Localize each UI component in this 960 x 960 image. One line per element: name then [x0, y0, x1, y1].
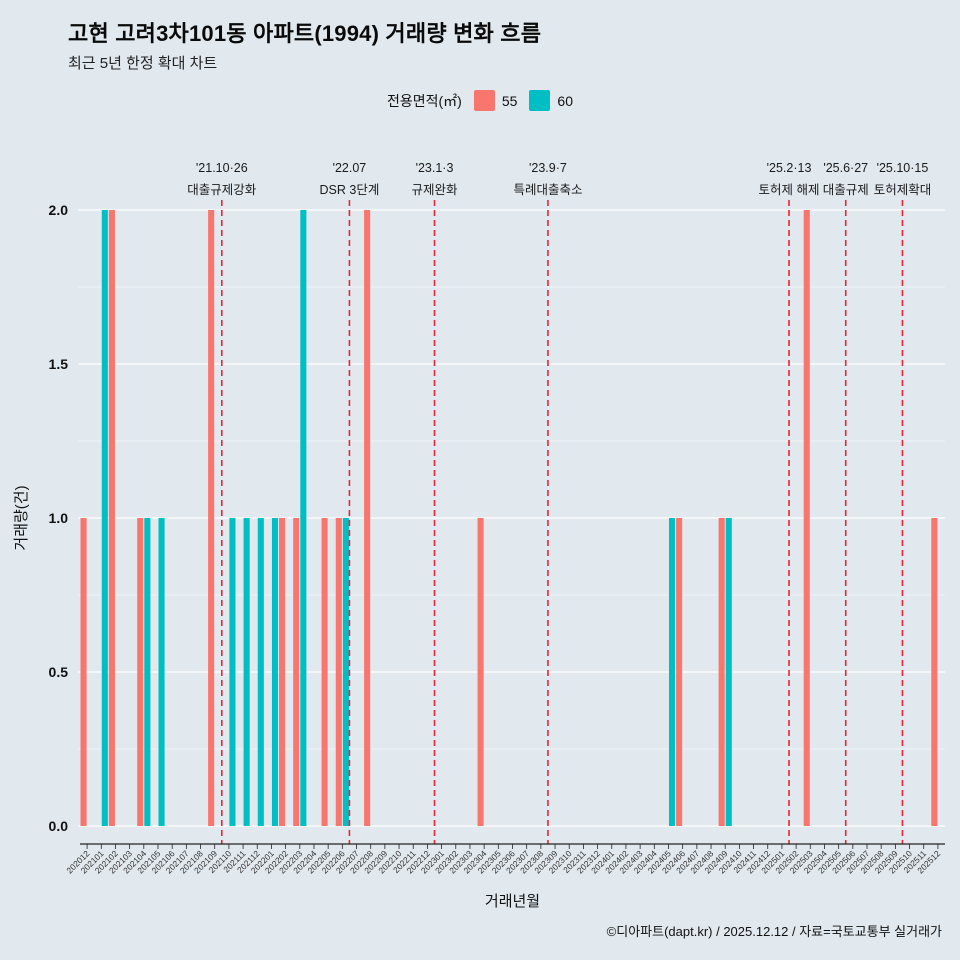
event-label: 토허제확대: [874, 183, 932, 197]
event-date: '23.1·3: [416, 161, 454, 175]
bar-55-202512: [931, 518, 938, 826]
event-date: '23.9·7: [529, 161, 567, 175]
bar-55-202203: [293, 518, 300, 826]
bar-55-202409: [718, 518, 725, 826]
bar-60-202201: [271, 518, 279, 826]
bar-55-202208: [364, 210, 371, 826]
legend-label-55: 55: [501, 92, 518, 109]
legend-swatch-60: [529, 90, 551, 111]
y-tick-label: 1.0: [49, 510, 69, 526]
legend-swatch-55: [473, 90, 495, 111]
legend-item-55: 55: [473, 90, 518, 111]
bar-55-202202: [279, 518, 286, 826]
bar-60-202101: [101, 210, 108, 826]
y-tick-label: 1.5: [49, 356, 69, 372]
bar-chart: 0.0 0.5 1.0 1.5 2.0 '21.10·26 대출규제강화 '22.07 DSR …: [13, 161, 945, 910]
event-label: 대출규제: [823, 183, 869, 197]
event-date: '25.10·15: [877, 161, 929, 175]
chart-subtitle: 최근 5년 한정 확대 차트: [68, 55, 218, 72]
x-axis-title: 거래년월: [485, 893, 540, 910]
bar-60-202409: [725, 518, 732, 826]
legend-item-60: 60: [529, 90, 573, 111]
bar-55-202304: [477, 518, 484, 826]
bar-60-202105: [158, 518, 165, 826]
bar-60-202405: [668, 518, 676, 826]
event-date: '22.07: [333, 161, 367, 175]
legend-title: 전용면적(㎡): [386, 92, 462, 109]
event-date: '25.2·13: [767, 161, 812, 175]
y-tick-label: 2.0: [49, 202, 69, 218]
bar-55-202205: [321, 518, 328, 826]
event-label: 특례대출축소: [513, 183, 582, 197]
bar-55-202406: [676, 518, 683, 826]
y-tick-label: 0.0: [49, 818, 69, 834]
bar-55-202206: [335, 518, 342, 826]
chart-title: 고현 고려3차101동 아파트(1994) 거래량 변화 흐름: [68, 21, 542, 46]
event-label: 토허제 해제: [759, 183, 820, 197]
event-date: '25.6·27: [823, 161, 868, 175]
event-label: 규제완화: [412, 183, 459, 197]
chart-area: 0.0 0.5 1.0 1.5 2.0 '21.10·26 대출규제강화 '22.07 DSR …: [0, 130, 960, 950]
bar-60-202110: [229, 518, 236, 826]
y-tick-label: 0.5: [49, 664, 69, 680]
bar-60-202203: [300, 210, 307, 826]
bar-60-202112: [257, 518, 264, 826]
event-label: DSR 3단계: [320, 183, 380, 197]
bar-55-202012: [80, 518, 87, 826]
bar-55-202104: [137, 518, 144, 826]
bar-60-202206: [342, 518, 349, 826]
bar-60-202104: [144, 518, 151, 826]
footer-credit: ©디아파트(dapt.kr) / 2025.12.12 / 자료=국토교통부 실…: [606, 924, 942, 939]
event-date: '21.10·26: [196, 161, 248, 175]
bar-55-202109: [208, 210, 215, 826]
legend: 전용면적(㎡) 55 60: [0, 90, 960, 111]
bar-60-202111: [243, 518, 250, 826]
bar-55-202503: [803, 210, 810, 826]
legend-label-60: 60: [557, 92, 573, 109]
y-axis-title: 거래량(건): [13, 485, 30, 550]
event-label: 대출규제강화: [187, 183, 257, 197]
bar-55-202102: [108, 210, 115, 826]
